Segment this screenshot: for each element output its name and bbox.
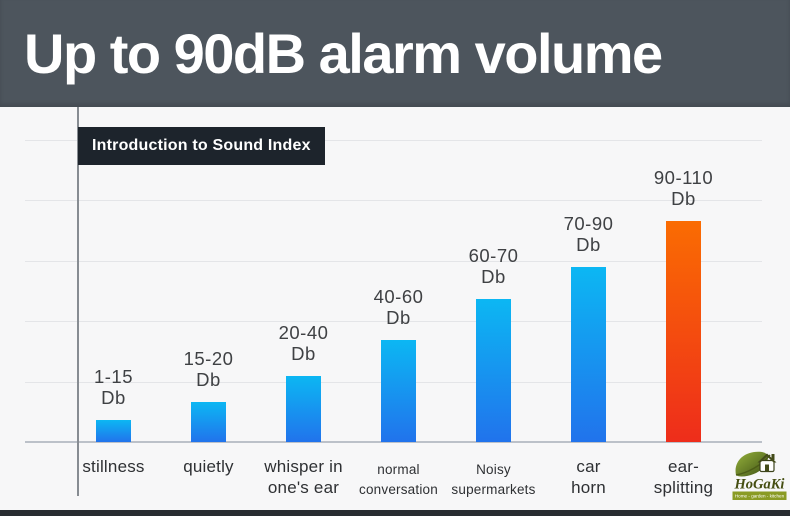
db-unit: Db (576, 234, 601, 255)
bar-value-label: 1-15 Db (39, 366, 189, 408)
x-tick-stillness: stillness (82, 457, 145, 476)
bar-conversation (381, 340, 416, 442)
x-axis-line (25, 441, 762, 443)
x-tick-car-horn: car horn (571, 457, 606, 497)
db-range: 15-20 (183, 348, 234, 369)
db-range: 70-90 (563, 213, 614, 234)
db-range: 20-40 (278, 322, 329, 343)
chart-subtitle: Introduction to Sound Index (92, 137, 311, 154)
title-banner: Up to 90dB alarm volume (0, 0, 790, 107)
db-range: 40-60 (373, 286, 424, 307)
bar-whisper (286, 376, 321, 442)
leaf-house-icon (735, 451, 777, 477)
bar-value-label: 90-110 Db (609, 167, 759, 209)
db-range: 60-70 (468, 245, 519, 266)
page-title: Up to 90dB alarm volume (24, 21, 663, 85)
bar-ear-splitting (666, 221, 701, 442)
x-tick-supermarkets: Noisy supermarkets (451, 462, 536, 497)
db-unit: Db (291, 343, 316, 364)
db-range: 1-15 (93, 366, 134, 387)
y-axis-line (77, 107, 79, 496)
bar-value-label: 70-90 Db (514, 213, 664, 255)
bar-stillness (96, 420, 131, 442)
logo-tagline: Home - garden - kitchen (735, 494, 785, 499)
gridline (25, 140, 762, 141)
bar-quietly (191, 402, 226, 442)
bottom-border-strip (0, 510, 790, 516)
gridline (25, 200, 762, 201)
x-tick-ear-splitting: ear- splitting (653, 457, 714, 497)
x-tick-conversation: normal conversation (359, 462, 438, 497)
gridline (25, 321, 762, 322)
db-unit: Db (481, 266, 506, 287)
db-unit: Db (101, 387, 126, 408)
logo-wordmark: HoGaKi (734, 477, 785, 493)
bar-supermarkets (476, 299, 511, 442)
db-unit: Db (386, 307, 411, 328)
x-tick-quietly: quietly (183, 457, 234, 476)
bar-value-label: 20-40 Db (229, 322, 379, 364)
db-range: 90-110 (653, 167, 714, 188)
bar-value-label: 60-70 Db (419, 245, 569, 287)
bar-value-label: 15-20 Db (134, 348, 284, 390)
bar-car-horn (571, 267, 606, 442)
sound-index-bar-chart: Introduction to Sound Index 1-15 Db stil… (0, 107, 790, 510)
x-tick-whisper: whisper in one's ear (264, 457, 343, 497)
hogaki-logo: HoGaKi Home - garden - kitchen (732, 451, 787, 500)
bar-value-label: 40-60 Db (324, 286, 474, 328)
db-unit: Db (196, 369, 221, 390)
db-unit: Db (671, 188, 696, 209)
gridline (25, 261, 762, 262)
chart-subtitle-badge: Introduction to Sound Index (78, 127, 325, 165)
logo-ribbon (732, 491, 787, 500)
